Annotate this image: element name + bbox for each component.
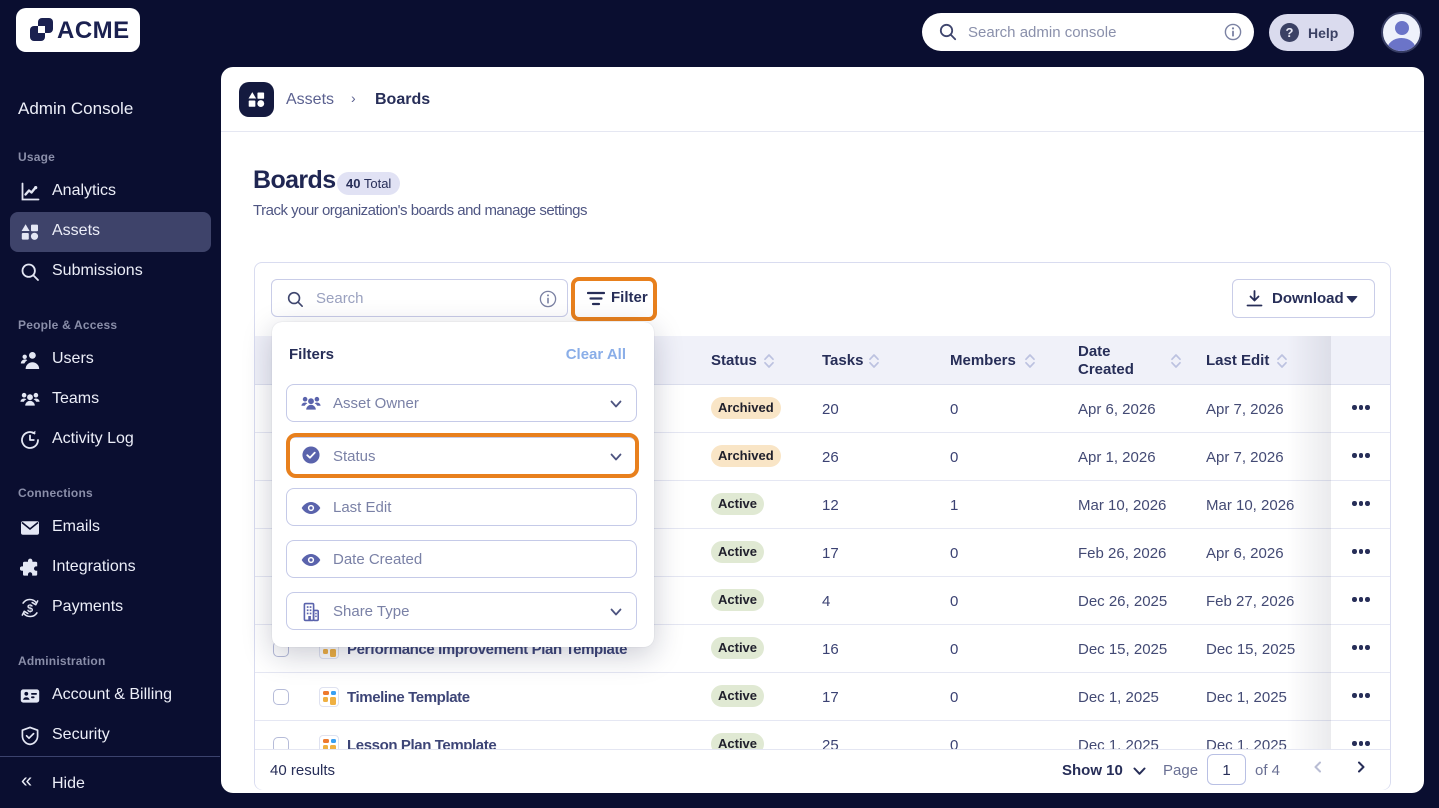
svg-text:$: $ bbox=[27, 603, 33, 615]
